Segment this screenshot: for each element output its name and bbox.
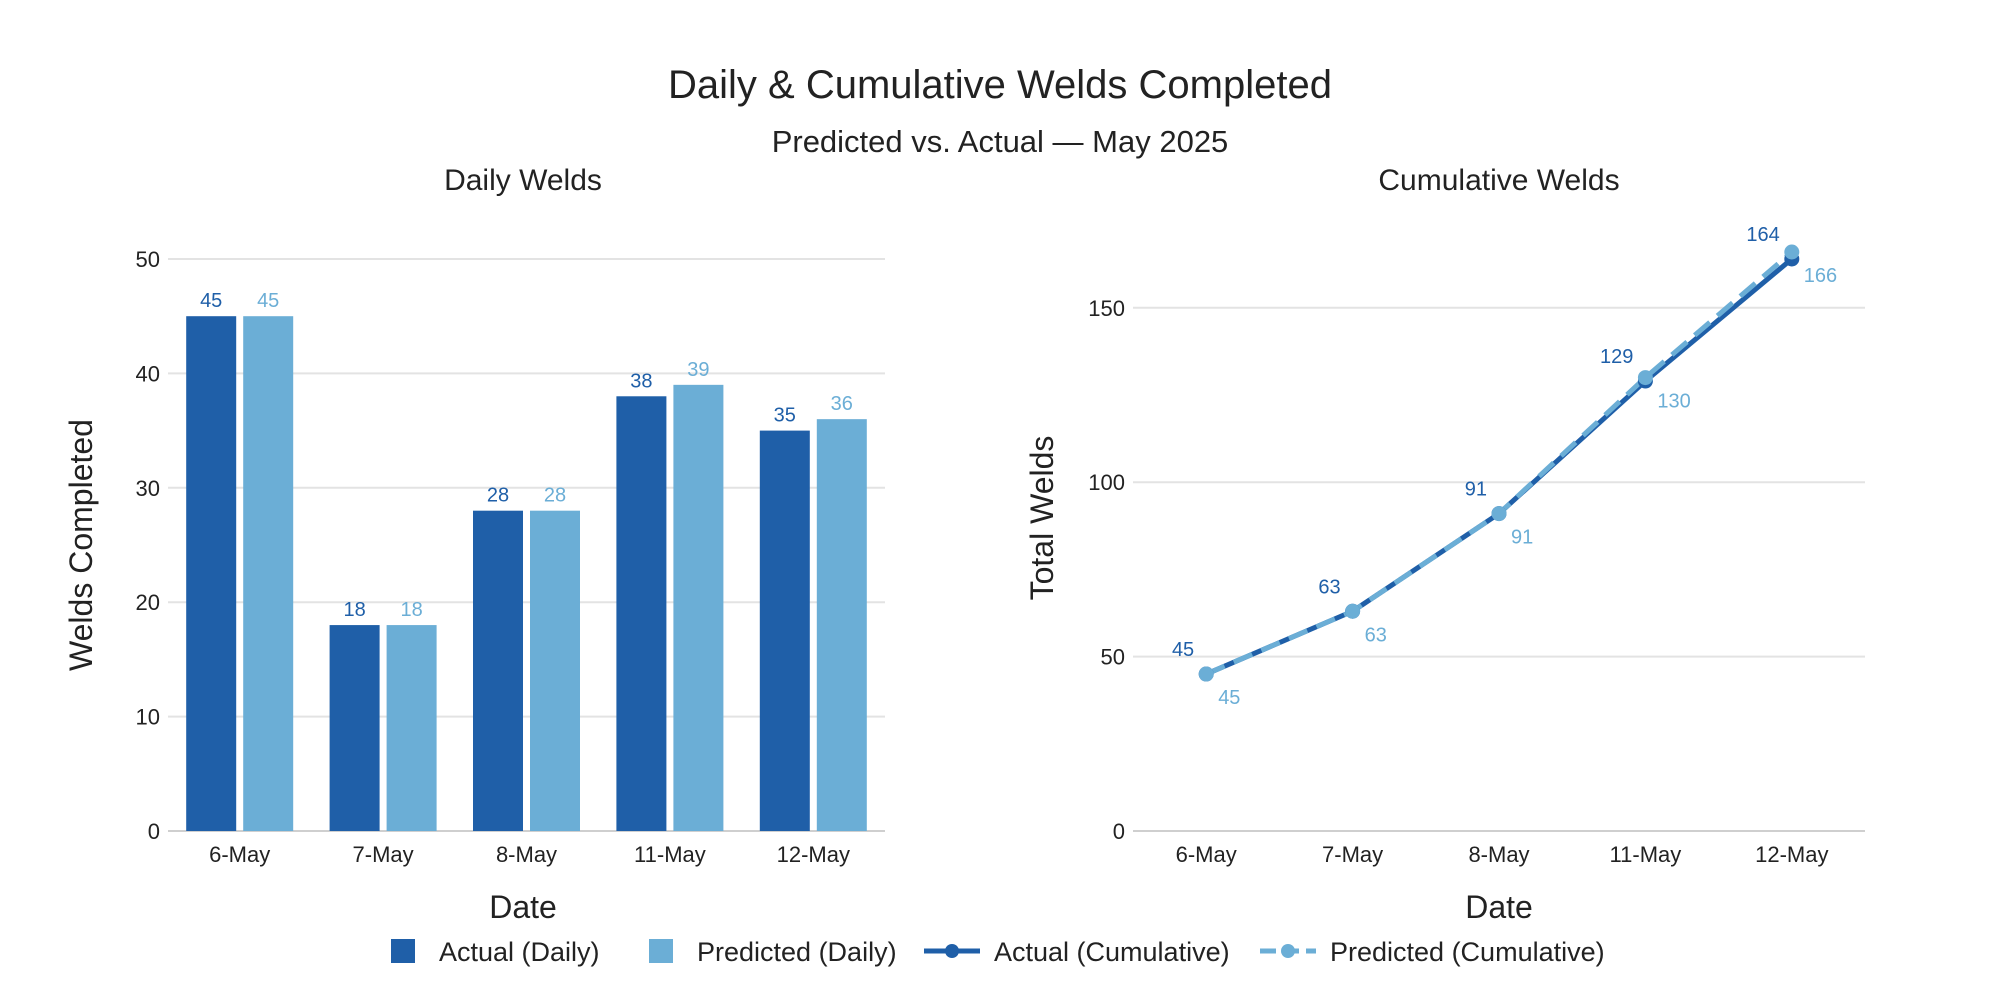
daily-y-tick-label: 10 — [136, 705, 160, 730]
daily-bar-value-label: 45 — [200, 290, 222, 312]
daily-bar-value-label: 28 — [487, 485, 509, 507]
cumulative-actual-line — [1205, 257, 1794, 677]
daily-x-axis-label: Date — [489, 889, 557, 925]
cumulative-point — [1784, 244, 1800, 260]
daily-bar — [186, 316, 237, 831]
daily-bar — [329, 625, 380, 831]
daily-y-tick-label: 30 — [136, 476, 160, 501]
cumulative-x-tick-label: 12-May — [1755, 842, 1828, 867]
cumulative-x-tick-label: 8-May — [1468, 842, 1529, 867]
daily-bar — [243, 316, 294, 831]
daily-y-tick-label: 50 — [136, 247, 160, 272]
daily-bar-value-label: 35 — [774, 405, 796, 427]
figure-title: Daily & Cumulative Welds Completed — [668, 63, 1332, 107]
cumulative-x-tick-label: 7-May — [1322, 842, 1383, 867]
daily-bar — [759, 430, 810, 831]
daily-y-axis-label: Welds Completed — [63, 419, 99, 671]
cumulative-y-ticks: 0 50 100 150 — [1088, 296, 1125, 844]
legend-label: Actual (Daily) — [439, 937, 600, 967]
cumulative-point-label: 129 — [1600, 346, 1633, 368]
daily-chart: Daily Welds 45 45 18 18 28 28 38 39 35 36 6-May 7-… — [63, 164, 885, 925]
daily-x-ticks: 6-May 7-May 8-May 11-May 12-May — [209, 842, 850, 867]
daily-bar — [816, 419, 867, 831]
daily-x-tick-label: 7-May — [353, 842, 414, 867]
daily-bars — [186, 316, 867, 831]
cumulative-point-label: 166 — [1804, 265, 1837, 287]
daily-x-tick-label: 8-May — [496, 842, 557, 867]
daily-bar-value-label: 18 — [400, 599, 422, 621]
daily-bar — [530, 510, 580, 831]
daily-bar-value-label: 18 — [343, 599, 365, 621]
daily-y-tick-label: 40 — [136, 361, 160, 386]
daily-bar-value-label: 38 — [630, 370, 652, 392]
cumulative-y-tick-label: 150 — [1088, 296, 1125, 321]
cumulative-point-label: 45 — [1218, 687, 1240, 709]
cumulative-point-label: 45 — [1172, 639, 1194, 661]
cumulative-point-label: 164 — [1746, 224, 1779, 246]
cumulative-gridlines — [1133, 306, 1865, 832]
legend-label: Predicted (Daily) — [697, 937, 897, 967]
cumulative-point-label: 63 — [1365, 624, 1387, 646]
daily-bar-value-label: 45 — [257, 290, 279, 312]
cumulative-chart-title: Cumulative Welds — [1378, 164, 1619, 197]
daily-bar-value-label: 36 — [831, 393, 853, 415]
daily-x-tick-label: 6-May — [209, 842, 270, 867]
cumulative-chart: Cumulative Welds 45 63 91 129 164 45 63 91 130 16… — [1024, 164, 1865, 925]
figure-subtitle: Predicted vs. Actual — May 2025 — [772, 124, 1229, 159]
cumulative-point-label: 130 — [1657, 391, 1690, 413]
daily-bar-value-label: 28 — [544, 485, 566, 507]
legend-label: Actual (Cumulative) — [994, 937, 1230, 967]
cumulative-predicted-line — [1205, 250, 1794, 677]
cumulative-point-label: 91 — [1465, 479, 1487, 501]
daily-bar — [673, 384, 724, 831]
legend-marker — [1281, 944, 1295, 958]
cumulative-x-axis-label: Date — [1465, 889, 1533, 925]
cumulative-lines — [1205, 250, 1794, 677]
daily-bar-value-label: 39 — [687, 359, 709, 381]
cumulative-y-tick-label: 100 — [1088, 470, 1125, 495]
cumulative-point-labels: 45 63 91 129 164 45 63 91 130 166 — [1172, 224, 1837, 709]
daily-chart-title: Daily Welds — [444, 164, 602, 197]
legend-marker — [945, 944, 959, 958]
cumulative-point — [1491, 506, 1507, 522]
cumulative-points — [1198, 244, 1800, 682]
cumulative-point — [1345, 603, 1361, 619]
cumulative-y-axis-label: Total Welds — [1024, 436, 1060, 601]
daily-y-tick-label: 0 — [148, 819, 160, 844]
legend-swatch — [391, 939, 415, 963]
cumulative-point-label: 63 — [1318, 576, 1340, 598]
daily-y-tick-label: 20 — [136, 590, 160, 615]
daily-bar — [473, 510, 523, 831]
daily-bar — [386, 625, 437, 831]
legend-label: Predicted (Cumulative) — [1330, 937, 1605, 967]
legend-swatch — [649, 939, 673, 963]
cumulative-y-tick-label: 0 — [1113, 819, 1125, 844]
daily-x-tick-label: 12-May — [777, 842, 850, 867]
cumulative-x-ticks: 6-May 7-May 8-May 11-May 12-May — [1176, 842, 1829, 867]
cumulative-point — [1637, 370, 1653, 386]
cumulative-x-tick-label: 6-May — [1176, 842, 1237, 867]
daily-y-ticks: 0 10 20 30 40 50 — [136, 247, 160, 844]
daily-x-tick-label: 11-May — [634, 842, 706, 867]
daily-bar-labels: 45 45 18 18 28 28 38 39 35 36 — [200, 290, 853, 621]
legend: Actual (Daily) Predicted (Daily) Actual (C… — [391, 937, 1605, 967]
cumulative-point — [1198, 666, 1214, 682]
cumulative-point-label: 91 — [1511, 527, 1533, 549]
cumulative-y-tick-label: 50 — [1101, 645, 1125, 670]
daily-bar — [616, 396, 667, 831]
cumulative-x-tick-label: 11-May — [1610, 842, 1682, 867]
